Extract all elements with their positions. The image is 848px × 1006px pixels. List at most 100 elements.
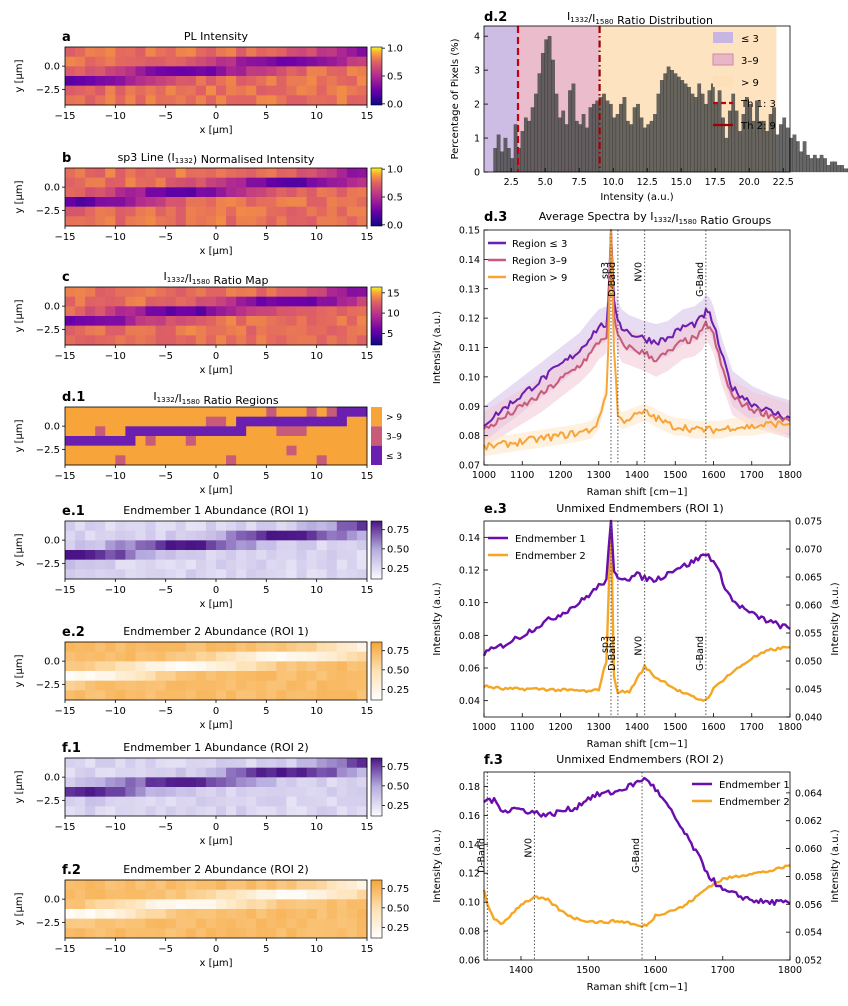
- heatmap-cell: [165, 530, 177, 541]
- uncertainty-band: [484, 230, 790, 457]
- heatmap-cell: [185, 335, 197, 346]
- heatmap-cell: [216, 47, 227, 58]
- heatmap-cell: [195, 899, 207, 910]
- heatmap-cell: [125, 206, 136, 217]
- x-tick-label: 10: [310, 471, 323, 482]
- heatmap-cell: [65, 767, 76, 778]
- heatmap-cell: [246, 85, 257, 96]
- heatmap-cell: [216, 197, 227, 208]
- heatmap-cell: [356, 880, 368, 891]
- heatmap-cell: [306, 690, 318, 701]
- heatmap-cell: [266, 306, 277, 317]
- heatmap-cell: [276, 335, 287, 346]
- heatmap-cell: [226, 426, 237, 437]
- heatmap-cell: [145, 47, 156, 58]
- heatmap-cell: [246, 651, 257, 662]
- heatmap-cell: [256, 569, 267, 580]
- heatmap-cell: [346, 296, 358, 307]
- heatmap-cell: [256, 66, 267, 77]
- heatmap-cell: [266, 335, 277, 346]
- heatmap-cell: [246, 95, 257, 106]
- heatmap-cell: [75, 426, 86, 437]
- heatmap-cell: [155, 426, 167, 437]
- heatmap-cell: [306, 796, 318, 807]
- heatmap-cell: [185, 559, 197, 570]
- heatmap-cell: [165, 767, 177, 778]
- x-tick-label: 0: [213, 471, 219, 482]
- heatmap-cell: [256, 296, 267, 307]
- heatmap-cell: [306, 909, 318, 920]
- y-axis-label: Intensity (a.u.): [432, 311, 443, 384]
- heatmap-cell: [105, 651, 116, 662]
- x-tick-label: 1700: [740, 470, 764, 481]
- colorbar-segment: [371, 445, 382, 465]
- heatmap-cell: [155, 416, 167, 427]
- panel-tag: e.3: [484, 502, 507, 517]
- x-tick-label: 17.5: [705, 177, 726, 188]
- heatmap-cell: [276, 168, 287, 179]
- heatmap-cell: [115, 416, 126, 427]
- heatmap-cell: [175, 325, 187, 336]
- heatmap-cell: [185, 880, 197, 891]
- heatmap-cell: [75, 690, 86, 701]
- heatmap-cell: [296, 177, 307, 188]
- heatmap-cell: [85, 56, 96, 67]
- histogram-bar: [724, 137, 729, 173]
- histogram-bar: [520, 131, 525, 173]
- heatmap-cell: [346, 416, 358, 427]
- heatmap-cell: [346, 787, 358, 798]
- heatmap-cell: [125, 287, 136, 298]
- heatmap-cell: [336, 550, 348, 561]
- heatmap-cell: [276, 445, 287, 456]
- heatmap-cell: [115, 661, 126, 672]
- heatmap-cell: [336, 690, 348, 701]
- heatmap-cell: [65, 426, 76, 437]
- heatmap-cell: [75, 316, 86, 327]
- heatmap-cell: [316, 530, 328, 541]
- x-tick-label: −15: [54, 822, 75, 833]
- heatmap-cell: [246, 661, 257, 672]
- heatmap-cell: [185, 889, 197, 900]
- heatmap-cell: [276, 296, 287, 307]
- heatmap-cell: [145, 407, 156, 418]
- heatmap-cell: [105, 95, 116, 106]
- heatmap-cell: [276, 651, 287, 662]
- heatmap-cell: [326, 787, 338, 798]
- heatmap-cell: [205, 197, 217, 208]
- heatmap-cell: [296, 642, 307, 653]
- heatmap-cell: [65, 95, 76, 106]
- heatmap-cell: [336, 661, 348, 672]
- vline-label: G-Band: [695, 636, 706, 671]
- heatmap-cell: [286, 335, 297, 346]
- heatmap-cell: [326, 335, 338, 346]
- heatmap-cell: [135, 880, 146, 891]
- map-panel-f2: f.2 Endmember 2 Abundance (ROI 2)0.0−2.5y…: [14, 863, 409, 969]
- heatmap-cell: [336, 416, 348, 427]
- y-tick-label: 0.04: [459, 696, 480, 707]
- colorbar-tick-label: 0.25: [387, 564, 409, 575]
- y-tick-label: 0.08: [459, 431, 480, 442]
- heatmap-cell: [286, 651, 297, 662]
- heatmap-cell: [145, 306, 156, 317]
- legend-swatch: [712, 53, 734, 66]
- y2-tick-label: 0.062: [795, 816, 822, 827]
- heatmap-cell: [306, 95, 318, 106]
- heatmap-cell: [266, 796, 277, 807]
- heatmap-cell: [155, 796, 167, 807]
- heatmap-cell: [286, 899, 297, 910]
- x-tick-label: 15: [361, 585, 374, 596]
- y2-tick-label: 0.040: [795, 713, 822, 724]
- heatmap-cell: [316, 206, 328, 217]
- heatmap-cell: [105, 909, 116, 920]
- heatmap-cell: [135, 661, 146, 672]
- heatmap-cell: [266, 426, 277, 437]
- heatmap-cell: [236, 66, 247, 77]
- histogram-bar: [571, 83, 576, 173]
- heatmap-cell: [336, 889, 348, 900]
- colorbar-tick-label: 10: [387, 309, 400, 320]
- heatmap-cell: [226, 407, 237, 418]
- heatmap-cell: [356, 47, 368, 58]
- heatmap-cell: [216, 187, 227, 198]
- heatmap-cell: [306, 316, 318, 327]
- heatmap-cell: [256, 85, 267, 96]
